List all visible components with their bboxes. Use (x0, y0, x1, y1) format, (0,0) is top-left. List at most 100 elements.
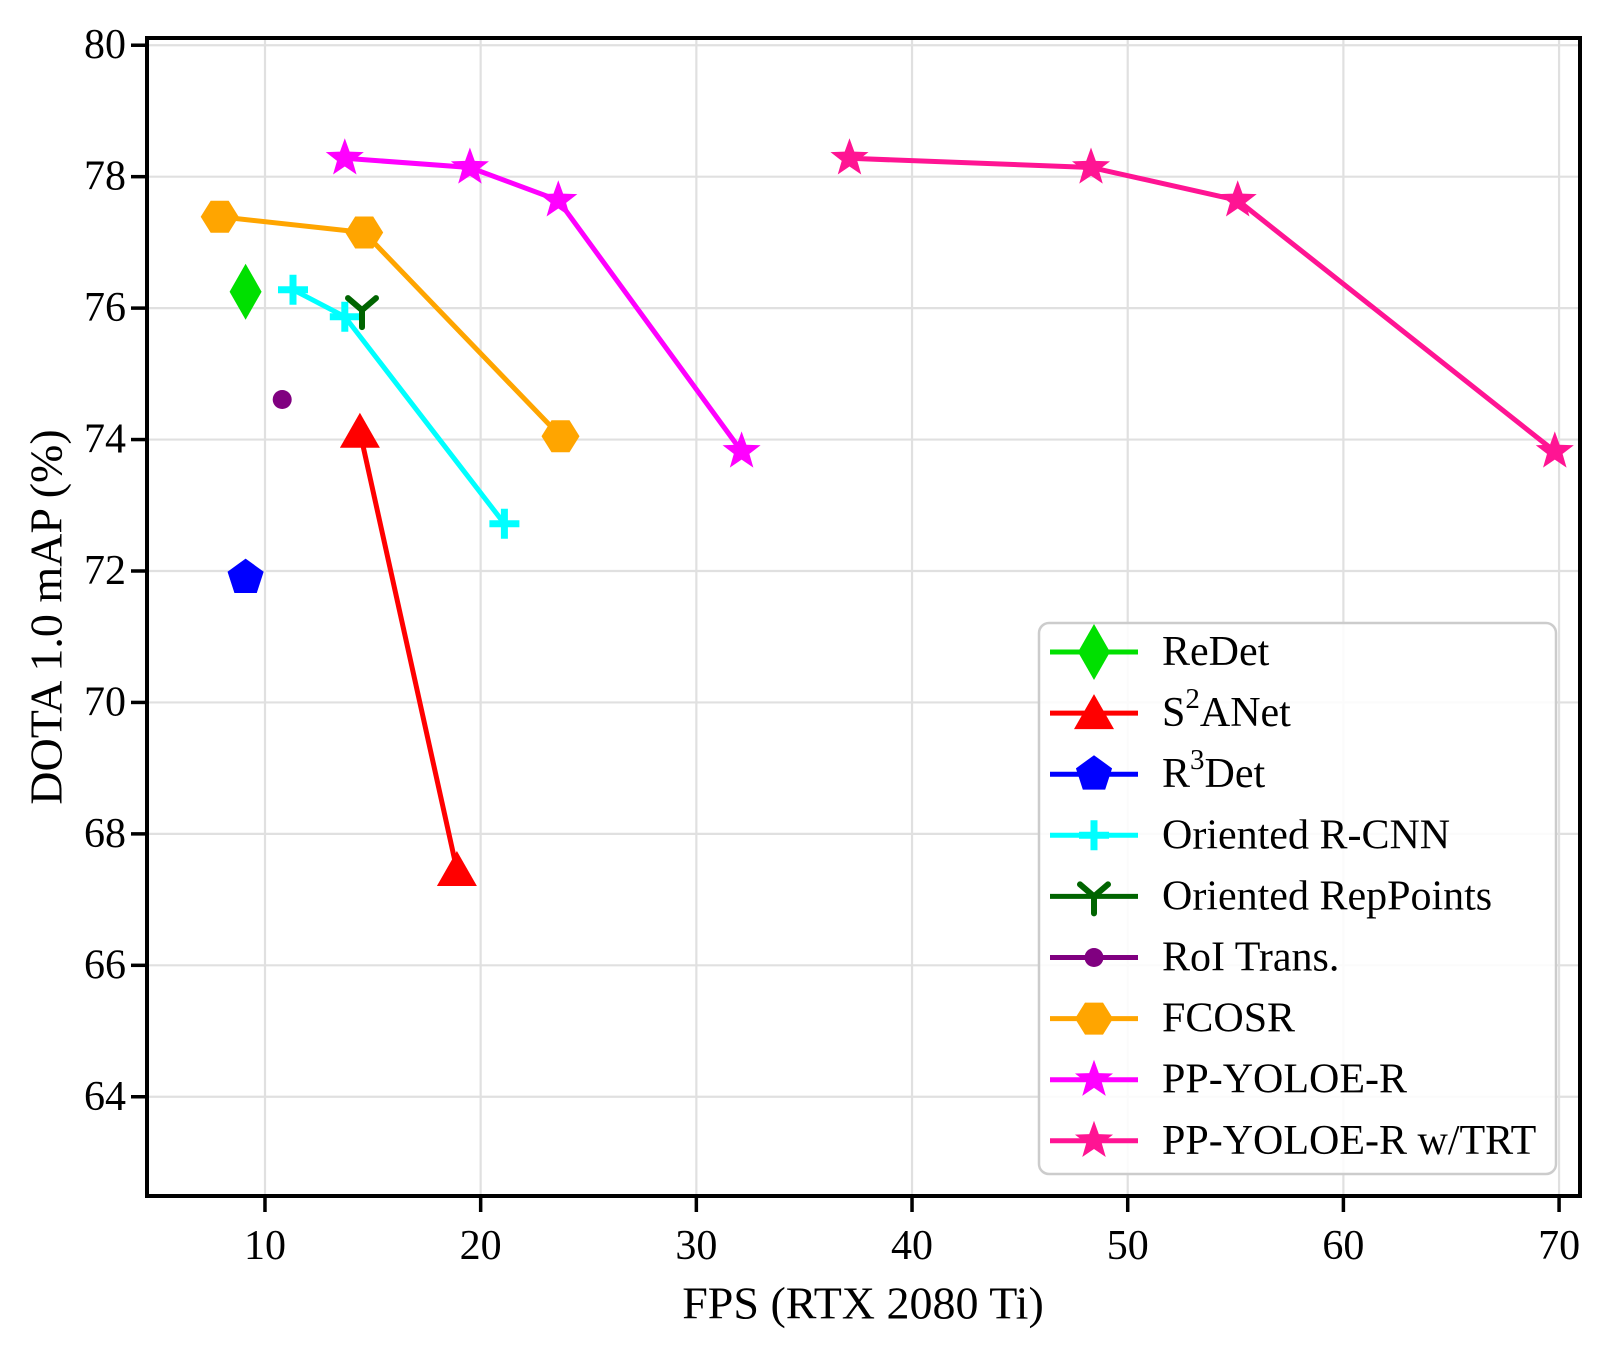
star-marker (450, 147, 489, 184)
legend: ReDet S2ANet R3Det Oriented R-CNN Oriented R… (1037, 621, 1558, 1176)
grid-layer (147, 38, 1580, 1196)
y-tick-label: 80 (84, 22, 126, 68)
x-tick-label: 70 (1538, 1223, 1580, 1269)
hexagon-shape (345, 216, 384, 249)
hexagon-marker (1075, 1002, 1113, 1035)
star-marker (325, 138, 364, 175)
triangle-shape (1074, 694, 1114, 730)
tri-y-shape (345, 295, 379, 331)
legend-item-oriented-r-cnn: Oriented R-CNN (1050, 812, 1450, 858)
star-shape (1218, 180, 1257, 217)
legend-label: FCOSR (1162, 996, 1295, 1042)
plot-border (145, 36, 1582, 1198)
x-tick-label: 50 (1107, 1223, 1149, 1269)
legend-label: RoI Trans. (1162, 935, 1339, 981)
series-layer (200, 138, 1574, 886)
y-axis-label: DOTA 1.0 mAP (%) (21, 429, 72, 804)
pentagon-marker (227, 558, 264, 593)
star-shape (830, 138, 869, 175)
star-shape (722, 431, 761, 468)
plus-shape (489, 508, 520, 539)
plus-marker (489, 508, 520, 539)
star-shape (1074, 1059, 1114, 1096)
star-shape (450, 147, 489, 184)
hexagon-marker (200, 200, 239, 233)
circle-marker (272, 390, 292, 409)
y-tick-label: 70 (84, 679, 126, 725)
legend-label: ReDet (1162, 629, 1270, 675)
legend-item-redet: ReDet (1050, 624, 1270, 680)
star-shape (1535, 431, 1574, 468)
diamond-shape (229, 263, 262, 320)
triangle-up-marker (1074, 694, 1114, 730)
plus-shape (1079, 820, 1109, 851)
x-tick-label: 40 (891, 1223, 933, 1269)
plus-marker (329, 301, 360, 332)
legend-label: Oriented R-CNN (1162, 812, 1450, 858)
star-shape (539, 180, 578, 217)
legend-label: S2ANet (1162, 683, 1291, 736)
star-marker (830, 138, 869, 175)
thin-diamond-marker (1078, 624, 1110, 680)
star-marker (1074, 1059, 1114, 1096)
star-marker (1535, 431, 1574, 468)
pentagon-marker (1075, 755, 1113, 790)
legend-item-pp-yoloe-r-w-trt: PP-YOLOE-R w/TRT (1050, 1118, 1536, 1164)
hexagon-shape (200, 200, 239, 233)
circle-shape (272, 390, 292, 409)
y-tick-label: 74 (84, 417, 126, 463)
star-shape (1071, 147, 1111, 184)
triangle-shape (339, 412, 380, 448)
y-tick-label: 66 (84, 942, 126, 988)
circle-shape (1084, 948, 1104, 967)
hexagon-marker (541, 420, 580, 453)
tick-label-layer: 10 20 30 40 50 60 70 64 66 68 70 72 74 76 78 80 (84, 22, 1580, 1269)
star-marker (1074, 1120, 1114, 1157)
triangle-shape (436, 851, 477, 886)
series-line (291, 287, 507, 526)
legend-label: Oriented RepPoints (1162, 873, 1492, 919)
x-axis-label: FPS (RTX 2080 Ti) (682, 1278, 1044, 1329)
legend-label: PP-YOLOE-R (1162, 1057, 1407, 1103)
y-tick-label: 72 (84, 548, 126, 594)
plus-shape (278, 274, 308, 305)
legend-item-fcosr: FCOSR (1050, 996, 1295, 1042)
y-tick-label: 64 (84, 1074, 126, 1120)
star-marker (1218, 180, 1257, 217)
triangle-up-marker (339, 412, 380, 448)
pentagon-shape (227, 558, 264, 593)
y-tick-label: 68 (84, 811, 126, 857)
x-tick-label: 10 (244, 1223, 286, 1269)
series-line (219, 214, 563, 439)
legend-label: PP-YOLOE-R w/TRT (1162, 1118, 1536, 1164)
axes-layer (131, 36, 1582, 1212)
tri-y-marker (1077, 881, 1111, 917)
x-tick-label: 20 (460, 1223, 502, 1269)
y-tick-label: 76 (84, 285, 126, 331)
y-tick-label: 78 (84, 154, 126, 200)
plus-marker (278, 274, 308, 305)
star-shape (1074, 1120, 1114, 1157)
hexagon-shape (1075, 1002, 1113, 1035)
hexagon-marker (345, 216, 384, 249)
series-line (344, 155, 744, 453)
star-shape (325, 138, 364, 175)
pentagon-shape (1075, 755, 1113, 790)
legend-item-r3det: R3Det (1050, 744, 1265, 797)
series-line (357, 431, 460, 871)
triangle-up-marker (436, 851, 477, 886)
x-tick-label: 30 (675, 1223, 717, 1269)
legend-label: R3Det (1162, 744, 1265, 797)
diamond-shape (1078, 624, 1110, 680)
tri-y-shape (1077, 881, 1111, 917)
legend-item-s2anet: S2ANet (1050, 683, 1291, 736)
thin-diamond-marker (229, 263, 262, 320)
tri-y-marker (345, 295, 379, 331)
plus-shape (329, 301, 360, 332)
legend-box (1037, 621, 1558, 1176)
star-marker (722, 431, 761, 468)
hexagon-shape (541, 420, 580, 453)
star-marker (1071, 147, 1111, 184)
